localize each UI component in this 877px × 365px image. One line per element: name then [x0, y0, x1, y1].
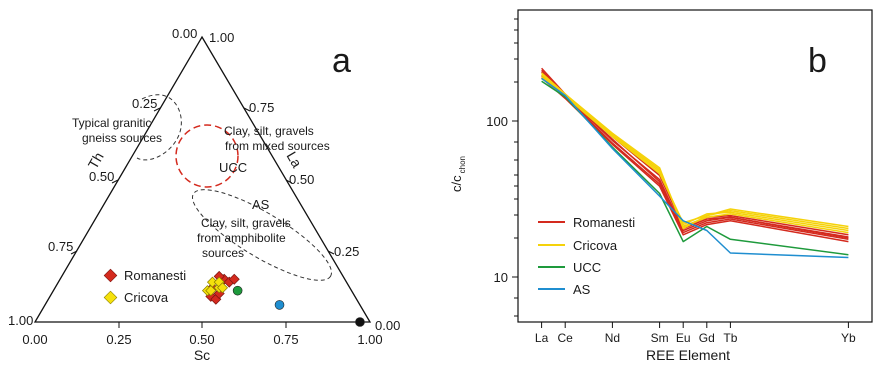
x-tick-label: La [535, 331, 549, 345]
series-line-cricova [541, 76, 849, 232]
granitic-region [136, 94, 182, 161]
x-tick-label: Sm [651, 331, 669, 345]
panel-b-letter: b [808, 42, 827, 80]
mixed-sources-circle [175, 124, 239, 188]
x-tick-label: Eu [676, 331, 691, 345]
data-point-romanesti [228, 273, 240, 285]
ree-lines [541, 67, 849, 259]
legend-label-cricova: Cricova [124, 290, 169, 305]
la-tick-label: 0.25 [334, 244, 359, 259]
legend-label-as: AS [573, 282, 591, 297]
amphibolite-region [191, 189, 333, 281]
as-point-label: AS [252, 197, 270, 212]
sc-tick-label: 0.75 [273, 332, 298, 347]
y-axis-label: c/cchon [449, 156, 467, 192]
legend-label-ucc: UCC [573, 260, 601, 275]
ternary-legend: Romanesti Cricova [103, 268, 186, 305]
la-tick-label: 1.00 [209, 30, 234, 45]
x-axis-label: REE Element [646, 347, 730, 363]
x-tick-label: Ce [558, 331, 574, 345]
series-line-as [541, 77, 849, 259]
legend-marker-cricova [103, 290, 118, 305]
legend-label-cricova: Cricova [573, 238, 618, 253]
y-axis-ticks [512, 18, 518, 317]
th-tick-label: 0.25 [132, 96, 157, 111]
data-point-point [355, 317, 365, 327]
data-point-cricova [205, 285, 217, 297]
sc-tick-label: 1.00 [357, 332, 382, 347]
la-tick-label: 0.50 [289, 172, 314, 187]
series-line-cricova [541, 73, 849, 234]
sc-tick-label: 0.50 [189, 332, 214, 347]
x-tick-label: Tb [723, 331, 737, 345]
ree-legend: Romanesti Cricova UCC AS [538, 215, 635, 297]
legend-marker-romanesti [103, 268, 118, 283]
la-tick-label: 0.75 [249, 100, 274, 115]
x-tick-label: Gd [699, 331, 715, 345]
panel-a-letter: a [332, 42, 351, 80]
ree-x-axis: La Ce Nd Sm Eu Gd Tb Yb [535, 322, 856, 345]
ucc-point-label: UCC [219, 160, 247, 175]
th-axis-label: Th [85, 149, 107, 171]
sc-axis-label: Sc [194, 347, 210, 363]
legend-label-romanesti: Romanesti [124, 268, 186, 283]
th-tick-label: 1.00 [8, 313, 33, 328]
data-point-ucc [232, 285, 243, 296]
sc-tick-label: 0.25 [106, 332, 131, 347]
series-line-cricova [541, 77, 849, 228]
ternary-points [201, 270, 365, 327]
series-line-cricova [541, 72, 849, 230]
data-point-as [274, 300, 285, 310]
series-line-romanesti [541, 67, 849, 236]
la-axis-label: La [284, 149, 306, 171]
ternary-frame [33, 35, 372, 323]
sc-tick-label: 0.00 [22, 332, 47, 347]
data-point-cricova [217, 282, 229, 294]
ternary-ticks [70, 107, 335, 328]
granitic-annotation: Typical granitic gneiss sources [72, 116, 162, 145]
ree-plot-frame [517, 9, 873, 323]
ternary-apex-label: 0.00 [172, 26, 197, 41]
ternary-corner-label: 0.00 [375, 318, 400, 333]
legend-label-romanesti: Romanesti [573, 215, 635, 230]
ternary-panel: 0.00 1.00 0.25 0.75 0.50 0.50 0.75 0.25 … [8, 26, 400, 363]
series-line-romanesti [541, 69, 849, 238]
amphibolite-annotation: Clay, silt, gravels from amphibolite sou… [197, 216, 294, 260]
y-tick-label: 100 [486, 114, 508, 129]
series-line-romanesti [541, 71, 849, 239]
x-tick-label: Nd [605, 331, 620, 345]
ree-panel: 10 100 c/cchon REE Element b La Ce Nd Sm Eu G… [449, 9, 873, 363]
mixed-annotation: Clay, silt, gravels from mixed sources [224, 124, 330, 153]
x-tick-label: Yb [841, 331, 856, 345]
y-tick-label: 10 [494, 270, 508, 285]
th-tick-label: 0.50 [89, 169, 114, 184]
th-tick-label: 0.75 [48, 239, 73, 254]
